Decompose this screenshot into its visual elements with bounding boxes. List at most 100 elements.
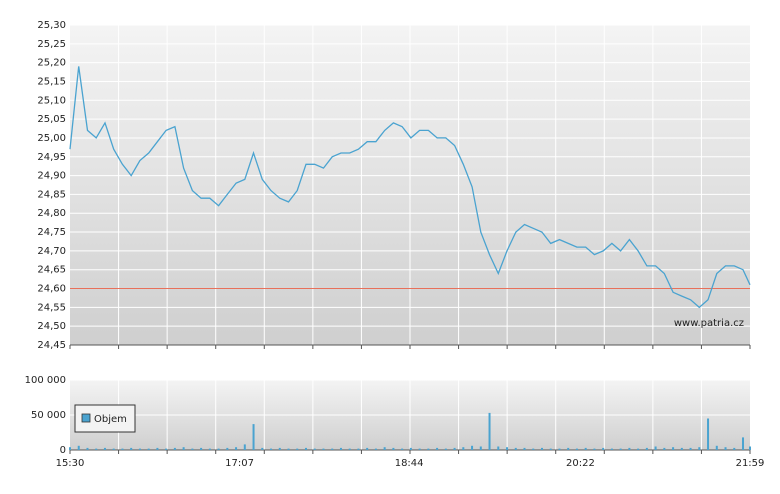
y-tick-label: 100 000 — [25, 375, 66, 386]
volume-bar — [261, 447, 264, 450]
volume-bar — [436, 447, 439, 450]
volume-bar — [200, 447, 203, 450]
volume-bar — [322, 448, 325, 450]
volume-bar — [672, 447, 675, 450]
volume-bar — [217, 448, 220, 450]
volume-bar — [575, 448, 578, 450]
volume-bar — [715, 445, 718, 450]
volume-bar — [313, 448, 316, 450]
volume-bar — [165, 448, 168, 450]
volume-bar — [532, 448, 535, 450]
volume-bar — [339, 447, 342, 450]
volume-bar — [147, 448, 150, 450]
volume-bar — [602, 447, 605, 450]
volume-bar — [514, 447, 517, 450]
volume-bar — [610, 448, 613, 450]
price-line — [69, 66, 751, 309]
volume-bar — [86, 447, 89, 450]
volume-bar — [278, 447, 281, 450]
y-tick-label: 24,95 — [37, 152, 66, 163]
volume-bar — [401, 448, 404, 450]
volume-bar — [121, 448, 124, 450]
volume-bar — [427, 448, 430, 450]
volume-bar — [584, 447, 587, 450]
legend-swatch — [81, 413, 91, 423]
y-tick-label: 24,90 — [37, 171, 66, 182]
x-tick-label: 17:07 — [225, 458, 254, 469]
volume-bar — [593, 448, 596, 450]
volume-bar — [130, 447, 133, 450]
y-tick-label: 25,30 — [37, 20, 66, 31]
volume-bar — [523, 447, 526, 450]
volume-bar — [287, 448, 290, 450]
volume-bar — [156, 447, 159, 450]
volume-bar — [707, 418, 710, 450]
volume-bar — [235, 447, 238, 450]
x-tick-label: 20:22 — [566, 458, 595, 469]
volume-bar — [628, 447, 631, 450]
y-tick-label: 24,80 — [37, 208, 66, 219]
y-tick-label: 25,00 — [37, 133, 66, 144]
volume-bar — [95, 448, 98, 450]
y-tick-label: 24,65 — [37, 265, 66, 276]
volume-bar — [103, 447, 106, 450]
y-tick-label: 25,05 — [37, 114, 66, 125]
y-tick-label: 25,10 — [37, 95, 66, 106]
volume-bar — [506, 447, 509, 450]
volume-bar — [488, 412, 491, 450]
volume-bar — [173, 447, 176, 450]
volume-bar — [497, 446, 500, 450]
volume-bar — [742, 437, 745, 450]
volume-bar — [698, 447, 701, 450]
legend-label: Objem — [94, 414, 127, 425]
y-tick-label: 0 — [60, 445, 66, 456]
volume-bar — [208, 448, 211, 450]
volume-bar — [392, 447, 395, 450]
volume-bar — [462, 447, 465, 450]
y-tick-label: 24,45 — [37, 340, 66, 351]
x-tick-label: 15:30 — [56, 458, 85, 469]
volume-bar — [654, 446, 657, 450]
volume-bar — [680, 447, 683, 450]
volume-bar — [663, 447, 666, 450]
volume-bar — [357, 448, 360, 450]
x-tick-label: 18:44 — [395, 458, 424, 469]
volume-bar — [374, 448, 377, 450]
volume-bar — [558, 448, 561, 450]
volume-bar — [348, 448, 351, 450]
y-tick-label: 50 000 — [31, 410, 66, 421]
x-tick-label: 21:59 — [736, 458, 765, 469]
volume-bar — [226, 447, 229, 450]
volume-bar — [77, 445, 80, 450]
y-tick-label: 25,25 — [37, 39, 66, 50]
volume-bar — [689, 447, 692, 450]
volume-bar — [444, 448, 447, 450]
volume-bar — [619, 448, 622, 450]
y-tick-label: 24,60 — [37, 284, 66, 295]
volume-bar — [453, 447, 456, 450]
volume-bar — [645, 447, 648, 450]
y-tick-label: 25,15 — [37, 76, 66, 87]
volume-bar — [191, 448, 194, 450]
volume-bar — [243, 444, 246, 450]
volume-bar — [182, 447, 185, 450]
y-tick-label: 24,55 — [37, 302, 66, 313]
watermark: www.patria.cz — [674, 318, 744, 329]
volume-bar — [383, 447, 386, 450]
y-tick-label: 24,75 — [37, 227, 66, 238]
volume-bar — [567, 447, 570, 450]
volume-bar — [549, 448, 552, 450]
y-tick-label: 24,70 — [37, 246, 66, 257]
y-tick-label: 24,50 — [37, 321, 66, 332]
volume-bar — [366, 447, 369, 450]
volume-bar — [637, 448, 640, 450]
volume-bar — [418, 448, 421, 450]
volume-bar — [138, 448, 141, 450]
volume-bar — [733, 447, 736, 450]
y-tick-label: 24,85 — [37, 189, 66, 200]
volume-bar — [724, 447, 727, 450]
y-tick-label: 25,20 — [37, 58, 66, 69]
volume-bar — [304, 447, 307, 450]
volume-bar — [112, 448, 115, 450]
